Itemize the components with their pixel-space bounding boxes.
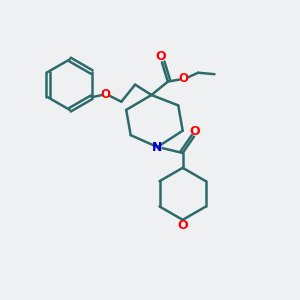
Text: O: O — [189, 125, 200, 138]
Text: O: O — [155, 50, 166, 64]
Text: O: O — [177, 219, 188, 232]
Text: O: O — [178, 72, 188, 85]
Text: O: O — [100, 88, 110, 101]
Text: N: N — [152, 140, 163, 154]
